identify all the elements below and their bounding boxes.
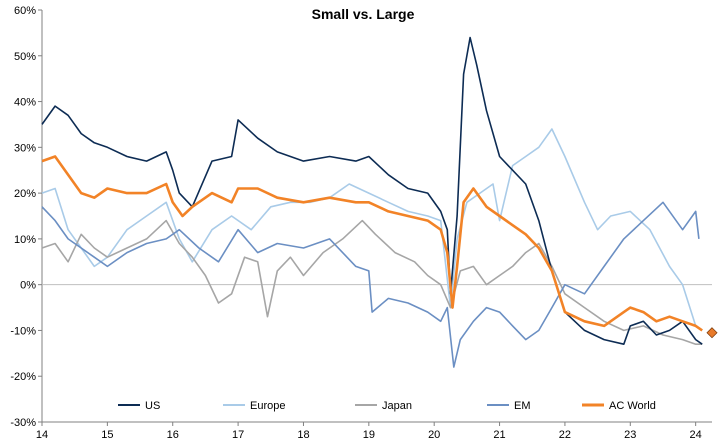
legend-label-us: US [145, 400, 160, 412]
y-tick-label: -20% [10, 371, 36, 383]
x-tick-label: 14 [36, 429, 48, 441]
series-line-us [41, 36, 703, 346]
legend-label-europe: Europe [250, 400, 285, 412]
x-tick-label: 23 [624, 429, 636, 441]
axes [38, 9, 712, 426]
y-tick-label: 40% [14, 97, 36, 109]
series-line-em [41, 201, 700, 368]
y-tick-label: 50% [14, 51, 36, 63]
chart-title: Small vs. Large [312, 6, 415, 22]
end-marker-diamond [706, 327, 718, 339]
y-tick-label: 10% [14, 234, 36, 246]
labels: 60% 50% 40% 30% 20% 10% 0% -10% -20% -30%14 15 16 17… [10, 5, 701, 441]
x-tick-label: 18 [297, 429, 309, 441]
y-tick-label: -10% [10, 325, 36, 337]
y-tick-label: 0% [20, 280, 36, 292]
legend-label-em: EM [514, 400, 531, 412]
series-line-ac-world [41, 155, 703, 332]
y-tick-label: 20% [14, 188, 36, 200]
x-tick-label: 24 [690, 429, 702, 441]
x-tick-label: 15 [101, 429, 113, 441]
series-line-europe [41, 128, 703, 332]
y-tick-label: 60% [14, 5, 36, 17]
legend-label-ac-world: AC World [609, 400, 656, 412]
series-line-japan [41, 219, 703, 346]
legend-label-japan: Japan [382, 400, 412, 412]
x-tick-label: 16 [167, 429, 179, 441]
y-tick-label: -30% [10, 417, 36, 429]
y-tick-label: 30% [14, 142, 36, 154]
x-tick-label: 20 [428, 429, 440, 441]
legend: US Europe Japan EM AC World [118, 400, 656, 412]
x-tick-label: 19 [363, 429, 375, 441]
x-tick-label: 21 [493, 429, 505, 441]
x-tick-label: 17 [232, 429, 244, 441]
series-layer [41, 36, 718, 368]
x-tick-label: 22 [559, 429, 571, 441]
